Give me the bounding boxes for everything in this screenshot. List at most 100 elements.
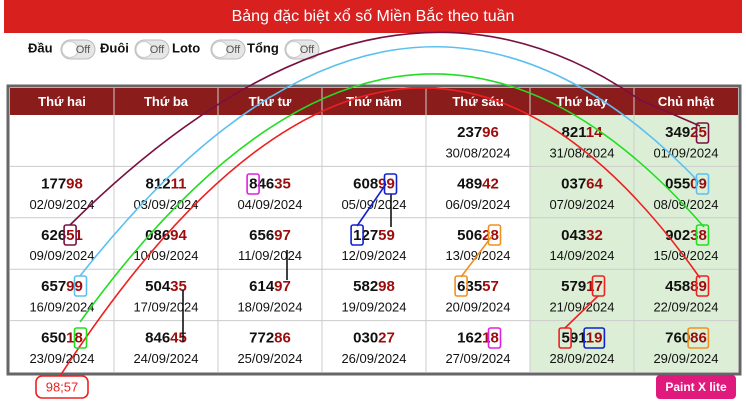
result-date: 06/09/2024 [445,197,510,212]
number-head: 127 [353,227,378,244]
number-tail: 94 [170,227,187,244]
number-head: 626 [41,227,66,244]
annotations [35,31,710,399]
result-date: 09/09/2024 [29,248,94,263]
number-head: 177 [41,175,66,192]
number-head: 579 [561,278,586,295]
result-number: 84645 [145,330,187,347]
number-tail: 51 [66,227,83,244]
header-title: Bảng đặc biệt xổ số Miền Bắc theo tuần [232,6,515,25]
toggle-knob [285,41,303,58]
number-head: 614 [249,278,275,295]
result-number: 12759 [353,227,395,244]
number-head: 582 [353,278,378,295]
table: Thứ hai Thứ ba Thứ tư Thứ năm Thứ sáu Thứ bảy… [6,84,742,376]
result-number: 81211 [146,175,187,192]
number-head: 760 [665,330,690,347]
toggle-label: Đuôi [100,40,129,55]
result-date: 26/09/2024 [341,351,406,366]
number-head: 772 [249,330,274,347]
toggle-state[interactable]: Off [150,44,165,56]
result-date: 19/09/2024 [341,300,406,315]
number-tail: 35 [170,278,187,295]
number-head: 846 [145,330,170,347]
number-tail: 09 [690,175,707,192]
number-head: 504 [145,278,171,295]
badge[interactable] [656,375,736,399]
number-head: 162 [457,330,482,347]
number-tail: 28 [482,227,499,244]
result-number: 76086 [665,330,707,347]
number-tail: 35 [274,175,291,192]
result-number: 65697 [249,227,291,244]
result-number: 48942 [457,175,499,192]
arc [59,87,701,377]
number-tail: 11 [171,175,187,192]
digit-box [487,224,502,246]
number-tail: 57 [482,278,499,295]
column-header: Thứ bảy [556,94,608,109]
badge-text[interactable]: Paint X lite [665,380,727,394]
digit-box [63,224,77,246]
digit-box [695,173,710,195]
result-date: 17/09/2024 [133,300,198,315]
digit-box [383,173,398,195]
column-header: Thứ năm [346,94,402,109]
result-number: 84635 [249,175,291,192]
number-head: 037 [561,175,586,192]
number-head: 656 [249,227,274,244]
result-number: 03027 [353,330,395,347]
result-date: 29/09/2024 [653,351,718,366]
number-head: 043 [561,227,586,244]
digit-box [695,224,710,246]
result-number: 50435 [145,278,187,295]
result-date: 27/09/2024 [445,351,510,366]
result-number: 08694 [145,227,187,244]
result-date: 18/09/2024 [237,300,302,315]
toggle-knob [135,41,153,58]
result-date: 16/09/2024 [29,300,94,315]
result-date: 31/08/2024 [549,145,614,160]
number-tail: 42 [482,175,499,192]
result-date: 25/09/2024 [237,351,302,366]
column-header: Thứ sáu [452,94,503,109]
result-number: 16218 [457,330,499,347]
link-line [460,235,493,278]
number-tail: 32 [586,227,603,244]
toggle-state[interactable]: Off [300,44,315,56]
number-head: 055 [665,175,690,192]
note-text: 98;57 [46,379,79,394]
digit-box [591,275,606,297]
toggle-label: Đầu [28,40,53,55]
digit-box [350,224,364,246]
digit-box [695,122,710,144]
digit-box [246,173,260,195]
column-header: Chủ nhật [658,94,715,109]
toggle-state[interactable]: Off [76,44,91,56]
result-number: 82114 [562,124,604,141]
number-tail: 19 [586,330,603,347]
arc [69,31,701,226]
number-tail: 14 [586,124,603,141]
toggle-state[interactable]: Off [226,44,241,56]
result-number: 77286 [249,330,291,347]
toggle-knob [211,41,229,58]
number-head: 458 [665,278,690,295]
number-tail: 17 [586,278,603,295]
result-date: 01/09/2024 [653,145,718,160]
result-number: 58298 [353,278,395,295]
digit-box [454,275,468,297]
number-tail: 98 [378,278,395,295]
result-date: 10/09/2024 [133,248,198,263]
column-header: Thứ ba [144,94,189,109]
digit-box [73,327,88,349]
result-date: 12/09/2024 [341,248,406,263]
arc [79,45,701,277]
result-number: 63557 [457,278,499,295]
result-date: 05/09/2024 [341,197,406,212]
number-head: 650 [41,330,66,347]
toggle-knob [61,41,79,58]
number-head: 902 [665,227,690,244]
result-date: 07/09/2024 [549,197,614,212]
